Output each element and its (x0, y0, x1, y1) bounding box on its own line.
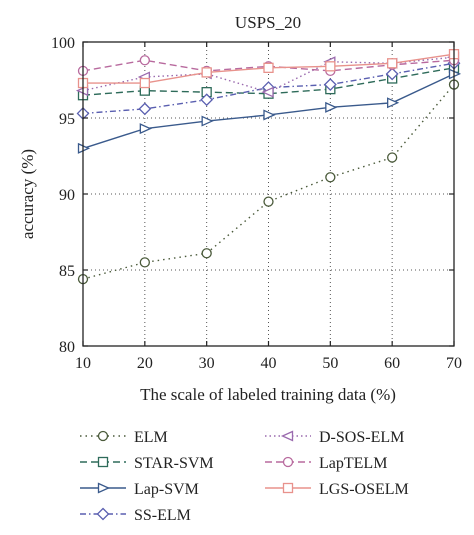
x-tick-label: 10 (75, 355, 91, 372)
data-point (387, 97, 400, 109)
y-tick-label: 100 (51, 35, 75, 52)
data-point (263, 196, 274, 207)
legend-marker (97, 430, 109, 442)
legend-item: LapTELM (265, 455, 387, 472)
series-elm (77, 79, 460, 285)
x-tick-label: 50 (322, 355, 338, 372)
legend-marker (96, 507, 110, 521)
legend-marker (282, 482, 294, 494)
data-point (325, 101, 338, 113)
y-tick-label: 95 (59, 111, 75, 128)
data-point (201, 248, 212, 259)
series-layer (75, 49, 462, 285)
legend-label: Lap-SVM (134, 481, 199, 498)
data-point (201, 67, 212, 78)
legend-item: LGS-OSELM (265, 481, 409, 498)
y-axis-label: accuracy (%) (18, 149, 37, 239)
data-point (139, 257, 150, 268)
x-tick-label: 30 (199, 355, 215, 372)
x-tick-label: 70 (446, 355, 462, 372)
data-point (139, 55, 150, 66)
x-tick-label: 20 (137, 355, 153, 372)
legend-marker (97, 456, 109, 468)
x-tick-label: 60 (384, 355, 400, 372)
series-lap-svm (77, 68, 462, 154)
data-point (139, 123, 152, 135)
legend-label: SS-ELM (134, 507, 191, 524)
data-point (387, 152, 398, 163)
data-point (325, 61, 336, 72)
legend-item: STAR-SVM (80, 455, 214, 472)
data-point (325, 172, 336, 183)
legend-label: D-SOS-ELM (319, 429, 404, 446)
chart-title: USPS_20 (235, 13, 301, 32)
data-point (139, 77, 150, 89)
legend-item: ELM (80, 429, 168, 446)
x-tick-label: 40 (261, 355, 277, 372)
data-point (201, 115, 214, 127)
grid-lines (83, 42, 454, 346)
legend-label: LGS-OSELM (319, 481, 409, 498)
data-point (263, 109, 276, 121)
data-point (387, 58, 398, 69)
y-tick-label: 80 (59, 339, 75, 356)
legend-item: SS-ELM (80, 507, 191, 524)
axes: 10 20 30 40 50 60 70 80 85 90 95 100 (51, 35, 462, 372)
legend-label: LapTELM (319, 455, 387, 472)
data-point (200, 93, 214, 107)
y-tick-label: 85 (59, 263, 75, 280)
legend-item: D-SOS-ELM (265, 429, 404, 446)
legend: ELM STAR-SVM Lap-SVM SS-ELM D-SOS-ELM LapTELM… (80, 429, 409, 524)
legend-label: ELM (134, 429, 168, 446)
legend-marker (280, 430, 294, 442)
legend-marker (282, 456, 294, 468)
legend-marker (97, 482, 111, 494)
data-point (261, 86, 274, 98)
legend-item: Lap-SVM (80, 481, 199, 498)
data-point (263, 62, 274, 73)
y-tick-label: 90 (59, 187, 75, 204)
data-point (138, 102, 152, 116)
data-point (323, 78, 337, 91)
x-axis-label: The scale of labeled training data (%) (140, 385, 396, 404)
data-point (385, 67, 399, 81)
legend-label: STAR-SVM (134, 455, 214, 472)
